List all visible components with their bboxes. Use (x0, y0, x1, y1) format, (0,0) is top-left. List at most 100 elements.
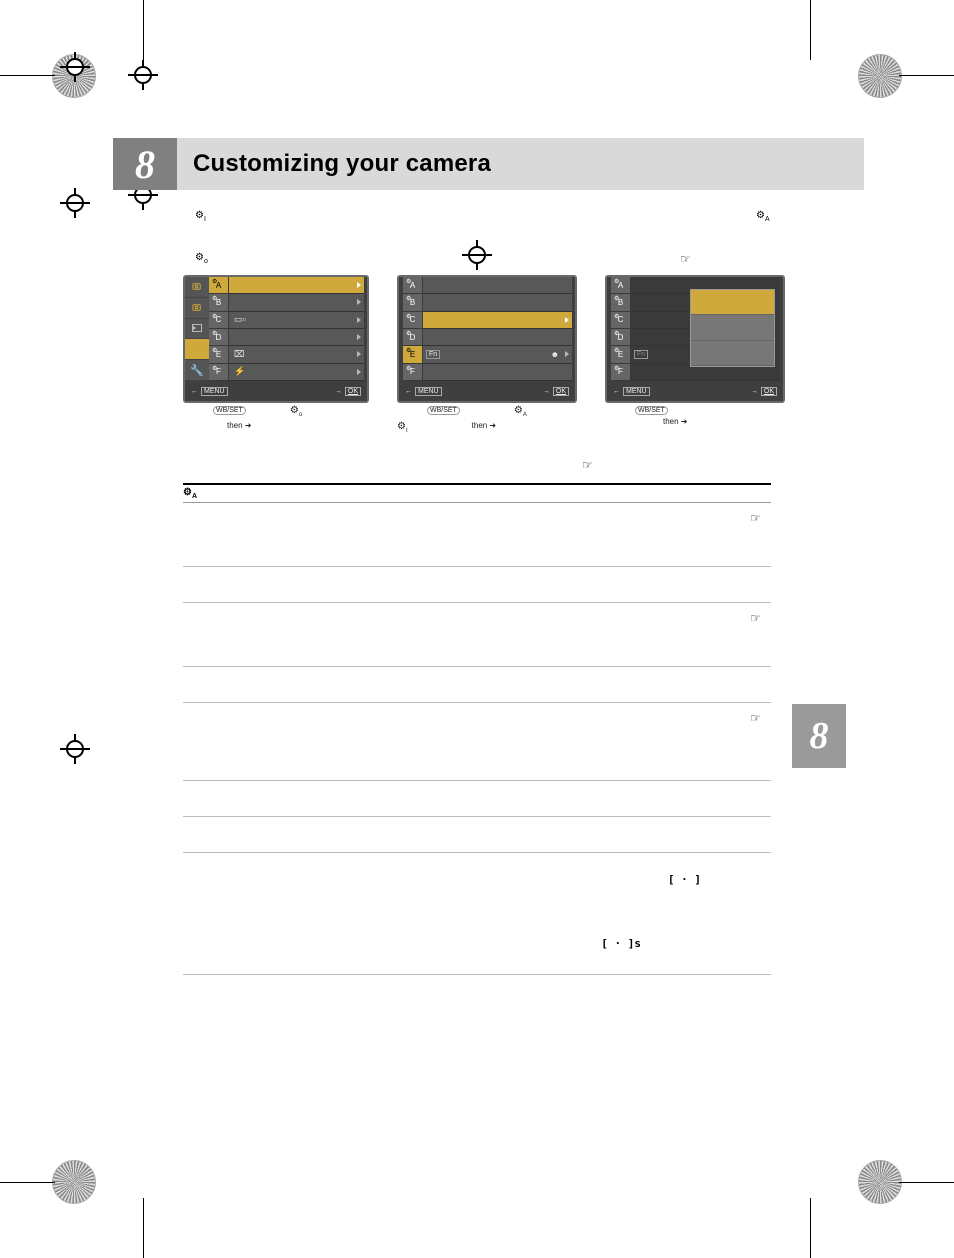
sidebar-cam1-icon (185, 277, 209, 298)
hand-icon: ☞ (750, 611, 761, 625)
reg-cross-l1 (60, 188, 90, 218)
trim-line (810, 0, 811, 60)
sidebar-cam2-icon (185, 298, 209, 319)
wbset-label: WB/SET (213, 406, 246, 415)
trim-line (0, 75, 55, 76)
sidebar-gear-icon: ⚙ (185, 339, 209, 360)
sidebar-play-icon (185, 319, 209, 340)
sidebar-wrench-icon: 🔧 (185, 360, 209, 381)
settings-row: [ · ] [ · ]s (183, 853, 771, 975)
trim-line (143, 1198, 144, 1258)
menu-tab: ⚙D (403, 329, 423, 346)
gear-icon: ⚙o (290, 405, 302, 419)
menu-shot-col: ⚙A ⚙B ⚙C ⚙D ⚙E ⚙F Fn☻ ← MENU (397, 275, 577, 435)
menu-tab: ⚙E (611, 346, 631, 363)
menu-tab: ⚙D (611, 329, 631, 346)
menu-tab: ⚙B (403, 294, 423, 311)
popup-row (691, 290, 774, 315)
side-chapter-number: 8 (810, 714, 829, 758)
settings-row (183, 781, 771, 817)
menu-tab: ⚙B (611, 294, 631, 311)
menu-row: ▭▫ (229, 312, 364, 329)
settings-row: ☞ (183, 503, 771, 567)
menu-tabs: ⚙A ⚙B ⚙C ⚙D ⚙E ⚙F (209, 277, 229, 381)
content-area: ⚙ 🔧 ⚙A ⚙B ⚙C ⚙D ⚙E ⚙F ▭▫ ⌧ ⚡ (183, 200, 771, 975)
menu-row: ⚡ (229, 364, 364, 381)
menu-footer: ← MENU → OK (607, 381, 783, 401)
menu-tab: ⚙D (209, 329, 229, 346)
reg-cross-lm (60, 734, 90, 764)
menu-rows: ▭▫ ⌧ ⚡ (229, 277, 364, 381)
menu-shot-col: ⚙A ⚙B ⚙C ⚙D ⚙E ⚙F Fn (605, 275, 785, 435)
menu-row (229, 277, 364, 294)
menu-tab: ⚙F (403, 364, 423, 381)
reg-sunburst-br (858, 1160, 902, 1204)
bracket-icon: [ · ]s (601, 937, 641, 950)
menu-shot-col: ⚙ 🔧 ⚙A ⚙B ⚙C ⚙D ⚙E ⚙F ▭▫ ⌧ ⚡ (183, 275, 369, 435)
popup-row (691, 341, 774, 366)
trim-line (143, 0, 144, 60)
hand-icon: ☞ (750, 511, 761, 525)
menu-caption: ⚙I then ➜ (397, 421, 577, 435)
hand-icon: ☞ (750, 711, 761, 725)
reg-sunburst-tr (858, 54, 902, 98)
trim-line (899, 1182, 954, 1183)
menu-caption: WB/SET ⚙o (183, 405, 369, 419)
menu-row (423, 329, 572, 346)
menu-caption: then ➜ (227, 421, 369, 431)
menu-caption: WB/SET (605, 405, 785, 415)
chapter-number-box: 8 (113, 138, 177, 190)
reg-cross-tl (128, 60, 158, 90)
settings-row (183, 817, 771, 853)
menu-tab: ⚙E (209, 346, 229, 363)
popup-list (690, 289, 775, 367)
gear-icon: ⚙A (514, 405, 527, 419)
section-header: ⚙A (183, 483, 771, 503)
popup-row (691, 315, 774, 340)
side-chapter-tab: 8 (792, 704, 846, 768)
menu-row (229, 294, 364, 311)
wbset-label: WB/SET (635, 406, 668, 415)
menu-tab: ⚙E (403, 346, 423, 363)
reg-sunburst-bl (52, 1160, 96, 1204)
settings-row (183, 567, 771, 603)
menu-row (423, 294, 572, 311)
menu-footer: ← MENU → OK (185, 381, 367, 401)
menu-screenshot: ⚙A ⚙B ⚙C ⚙D ⚙E ⚙F Fn☻ ← MENU (397, 275, 577, 403)
trim-line (899, 75, 954, 76)
trim-line (0, 1182, 55, 1183)
menu-row: ⌧ (229, 346, 364, 363)
menu-caption: WB/SET ⚙A (397, 405, 577, 419)
menu-tab: ⚙A (611, 277, 631, 294)
menu-rows: Fn☻ (423, 277, 572, 381)
menu-row (423, 312, 572, 329)
wbset-label: WB/SET (427, 406, 460, 415)
trim-line (810, 1198, 811, 1258)
gear-icon: ⚙A (183, 487, 197, 500)
gear-icon: ⚙I (397, 421, 408, 435)
menu-tab: ⚙C (209, 312, 229, 329)
menu-row: Fn☻ (423, 346, 572, 363)
menu-tabs: ⚙A ⚙B ⚙C ⚙D ⚙E ⚙F (611, 277, 631, 381)
reg-cross-l2 (60, 52, 90, 82)
menu-row (229, 329, 364, 346)
chapter-title: Customizing your camera (193, 150, 491, 178)
chapter-number: 8 (135, 141, 155, 188)
settings-row: ☞ (183, 703, 771, 781)
menu-tab: ⚙A (403, 277, 423, 294)
menu-tab: ⚙F (611, 364, 631, 381)
menu-tab: ⚙C (611, 312, 631, 329)
menu-screenshot: ⚙A ⚙B ⚙C ⚙D ⚙E ⚙F Fn (605, 275, 785, 403)
menu-tab: ⚙F (209, 364, 229, 381)
bracket-icon: [ · ] (668, 873, 701, 886)
menu-row (423, 364, 572, 381)
menu-tab: ⚙A (209, 277, 229, 294)
menu-screenshot: ⚙ 🔧 ⚙A ⚙B ⚙C ⚙D ⚙E ⚙F ▭▫ ⌧ ⚡ (183, 275, 369, 403)
menu-sidebar: ⚙ 🔧 (185, 277, 209, 381)
menu-row (423, 277, 572, 294)
menu-caption: then ➜ (663, 417, 785, 427)
menu-tabs: ⚙A ⚙B ⚙C ⚙D ⚙E ⚙F (403, 277, 423, 381)
menu-footer: ← MENU → OK (399, 381, 575, 401)
chapter-header: 8 Customizing your camera (113, 138, 864, 190)
menu-tab: ⚙B (209, 294, 229, 311)
